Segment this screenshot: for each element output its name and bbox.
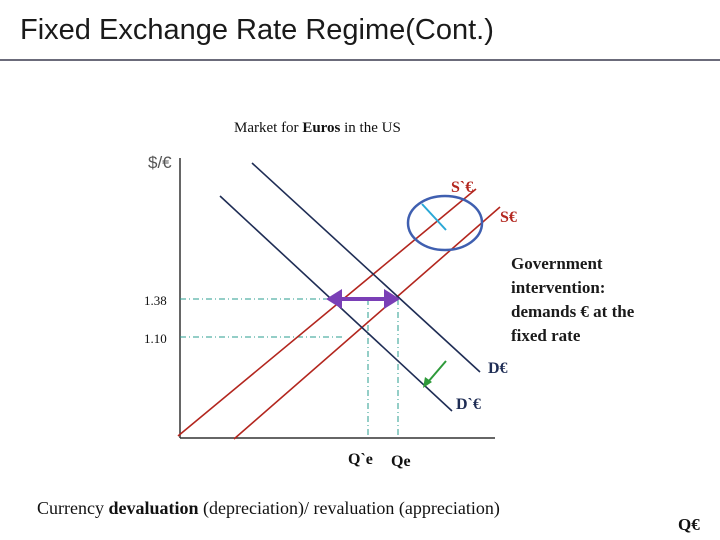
intervention-arrowhead-right [384,289,400,309]
demand-shift-arrow [427,360,447,383]
intervention-note-line: intervention: [511,278,606,297]
x-axis-label: Q€ [678,515,700,534]
demand-label: D€ [488,360,508,377]
intervention-note: Government intervention: demands € at th… [511,252,671,348]
demand-shift-arrowhead [423,377,432,388]
supply-shift-tick [421,203,447,231]
supply-shift-highlight [406,194,484,252]
intervention-note-line: fixed rate [511,326,581,345]
caption-prefix: Currency [37,498,109,518]
quantity-new-label: Q`e [348,451,373,468]
intervention-arrowhead-left [326,289,342,309]
market-title: Market for Euros in the US [234,120,401,137]
supply-curve-new [177,188,477,437]
supply-curve [233,206,501,440]
market-title-bold: Euros [302,120,341,136]
price-label-high: 1.38 [144,293,167,308]
supply-new-label: S`€ [451,179,473,196]
title-divider [0,59,720,61]
slide-caption: Currency devaluation (depreciation)/ rev… [37,498,500,519]
market-title-suffix: in the US [340,120,401,136]
caption-bold: devaluation [108,498,199,518]
supply-label: S€ [500,209,517,226]
intervention-note-line: Government [511,254,603,273]
market-title-prefix: Market for [234,120,303,136]
intervention-note-line: demands € at the [511,302,635,321]
slide-title: Fixed Exchange Rate Regime(Cont.) [20,14,494,46]
price-label-low: 1.10 [144,331,167,346]
demand-new-label: D`€ [456,396,481,413]
demand-curve [251,162,481,373]
caption-suffix: (depreciation)/ revaluation (appreciatio… [198,498,500,518]
quantity-eq-label: Qe [391,453,411,470]
y-axis-label: $/€ [148,153,172,172]
